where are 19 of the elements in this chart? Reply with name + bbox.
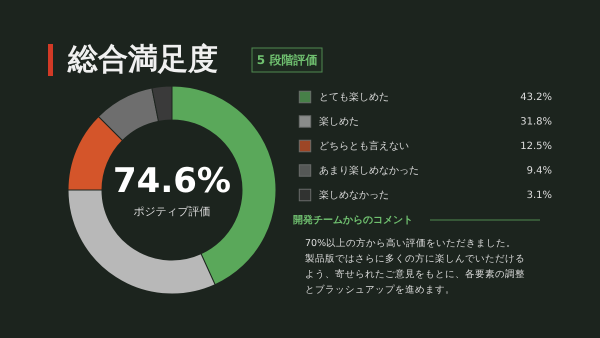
legend-label: 楽しめなかった — [319, 189, 389, 201]
text: 製品版ではさらに多くの方に楽しんでいただける — [305, 252, 525, 264]
legend-label: どちらとも言えない — [319, 140, 409, 152]
text: 開発チームからのコメント — [293, 214, 413, 226]
text: ポジティブ評価 — [134, 205, 210, 218]
data-label: 9.4% — [526, 166, 552, 176]
legend-label: 楽しめた — [319, 116, 359, 128]
data-label: 43.2% — [520, 92, 552, 103]
data-label: 3.1% — [526, 190, 552, 201]
legend-label: とても楽しめた — [319, 91, 389, 103]
data-label: 12.5% — [520, 141, 552, 152]
text: よう、寄せられたご意見をもとに、各要素の調整 — [305, 268, 525, 280]
text: 70%以上の方から高い評価をいただきました。 — [305, 237, 516, 249]
chart-title: 総合満足度 — [67, 42, 218, 77]
text: とブラッシュアップを進めます。 — [305, 284, 455, 296]
chart-subtitle: 5 段階評価 — [256, 53, 318, 67]
text: 74.6% — [113, 161, 231, 201]
legend-label: あまり楽しめなかった — [319, 164, 419, 176]
data-label: 31.8% — [520, 116, 552, 128]
